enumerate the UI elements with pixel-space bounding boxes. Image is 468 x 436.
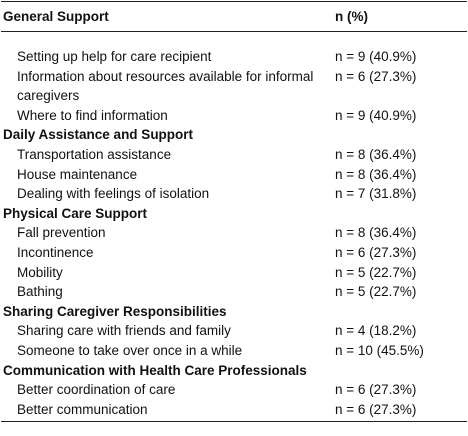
item-label: Dealing with feelings of isolation xyxy=(17,186,210,202)
item-value: n = 6 (27.3%) xyxy=(333,399,467,423)
item-value: n = 5 (22.7%) xyxy=(335,264,417,280)
item-row: Information about resources available fo… xyxy=(1,67,467,106)
item-value: n = 9 (40.9%) xyxy=(335,49,417,64)
item-row: Incontinence n = 6 (27.3%) xyxy=(1,243,467,263)
item-row: Someone to take over once in a while n = … xyxy=(1,341,467,361)
item-label: Someone to take over once in a while xyxy=(17,342,243,358)
item-row: House maintenance n = 8 (36.4%) xyxy=(1,165,467,185)
section-title: Sharing Caregiver Responsibilities xyxy=(3,303,227,319)
item-label: Mobility xyxy=(17,264,63,280)
item-value: n = 8 (36.4%) xyxy=(335,166,417,182)
section-row: Daily Assistance and Support xyxy=(1,125,467,145)
item-value: n = 4 (18.2%) xyxy=(335,323,417,339)
item-label: Better communication xyxy=(1,399,333,423)
item-row: Better communication n = 6 (27.3%) xyxy=(1,399,467,423)
item-label: Better coordination of care xyxy=(17,382,176,398)
item-row: Where to find information n = 9 (40.9%) xyxy=(1,106,467,126)
item-row: Fall prevention n = 8 (36.4%) xyxy=(1,223,467,243)
item-label: Sharing care with friends and family xyxy=(17,323,231,339)
section-row: Physical Care Support xyxy=(1,204,467,224)
item-value: n = 9 (40.9%) xyxy=(335,107,417,123)
section-row: Communication with Health Care Professio… xyxy=(1,361,467,381)
item-label: Incontinence xyxy=(17,244,94,260)
item-row: Mobility n = 5 (22.7%) xyxy=(1,263,467,283)
item-value: n = 7 (31.8%) xyxy=(335,186,417,202)
item-row: Setting up help for care recipient n = 9 … xyxy=(1,32,467,67)
item-row: Sharing care with friends and family n = … xyxy=(1,321,467,341)
item-row: Bathing n = 5 (22.7%) xyxy=(1,282,467,302)
item-value: n = 8 (36.4%) xyxy=(335,146,417,162)
item-label: Bathing xyxy=(17,284,63,300)
item-row: Better coordination of care n = 6 (27.3%) xyxy=(1,380,467,400)
item-label: House maintenance xyxy=(17,166,138,182)
support-table: General Support n (%) Setting up help fo… xyxy=(1,1,467,423)
item-value: n = 6 (27.3%) xyxy=(335,244,417,260)
table-header: General Support n (%) xyxy=(1,1,467,32)
item-value: n = 10 (45.5%) xyxy=(335,342,424,358)
item-row: Dealing with feelings of isolation n = 7 … xyxy=(1,184,467,204)
header-label: General Support xyxy=(1,1,333,32)
section-title: Communication with Health Care Professio… xyxy=(3,362,307,378)
item-label: Information about resources available fo… xyxy=(17,68,314,104)
item-value: n = 8 (36.4%) xyxy=(335,225,417,241)
item-value: n = 6 (27.3%) xyxy=(335,68,417,84)
table-body: Setting up help for care recipient n = 9 … xyxy=(1,32,467,423)
item-value: n = 6 (27.3%) xyxy=(335,382,417,398)
item-label: Where to find information xyxy=(17,107,168,123)
item-label: Fall prevention xyxy=(17,225,106,241)
section-title: Physical Care Support xyxy=(3,205,148,221)
header-row: General Support n (%) xyxy=(1,1,467,32)
item-label: Setting up help for care recipient xyxy=(17,49,212,64)
section-title: Daily Assistance and Support xyxy=(3,127,194,143)
item-value: n = 5 (22.7%) xyxy=(335,284,417,300)
header-column: n (%) xyxy=(333,1,467,32)
item-row: Transportation assistance n = 8 (36.4%) xyxy=(1,145,467,165)
item-label: Transportation assistance xyxy=(17,146,172,162)
section-row: Sharing Caregiver Responsibilities xyxy=(1,302,467,322)
